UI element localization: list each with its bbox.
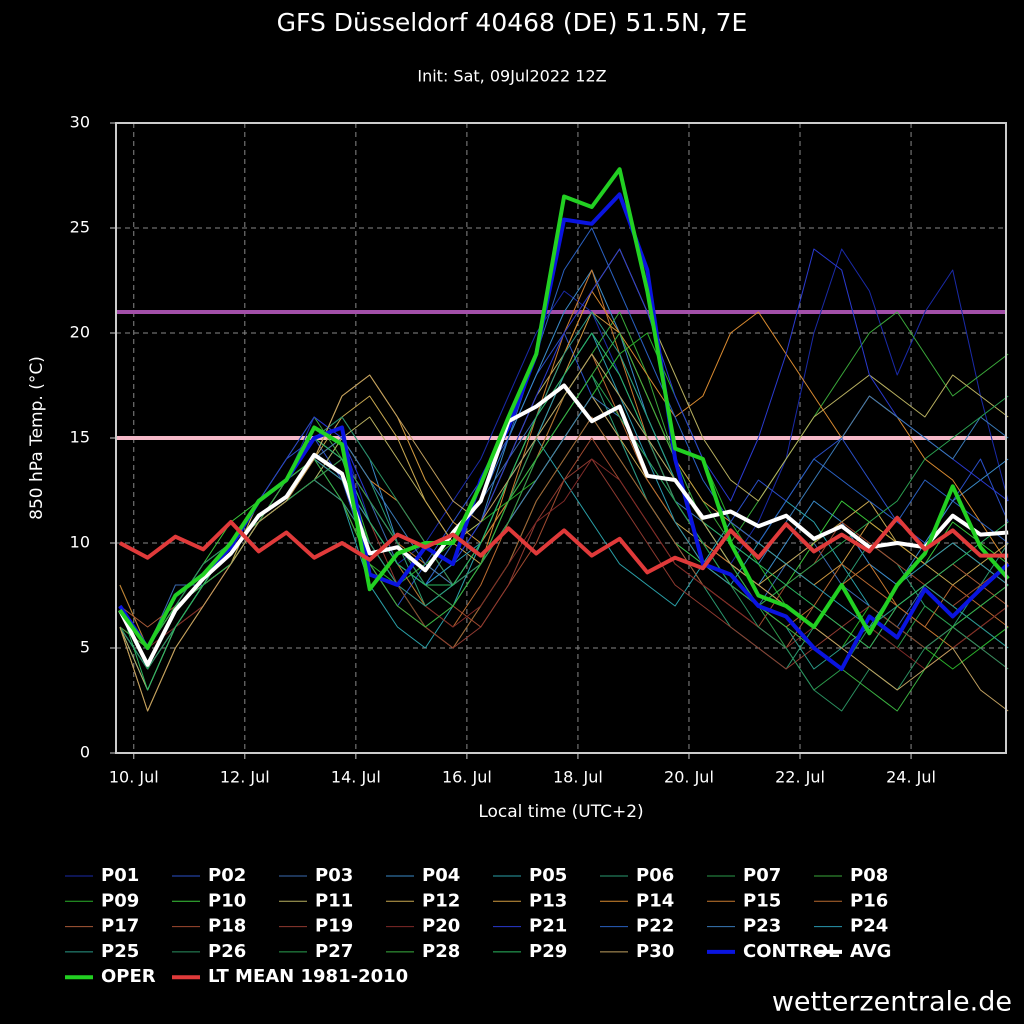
legend-label: P07 — [743, 865, 781, 886]
legend-label: P12 — [422, 890, 460, 911]
legend-label: P10 — [208, 890, 246, 911]
x-tick-label: 14. Jul — [331, 768, 381, 787]
x-tick-label: 18. Jul — [553, 768, 603, 787]
legend-label: P14 — [636, 890, 674, 911]
series-line — [119, 458, 1009, 670]
source: wetterzentrale.de — [772, 987, 1012, 1018]
series-line — [119, 332, 1009, 649]
legend-label: P21 — [529, 916, 567, 937]
series-line — [119, 227, 1009, 670]
series-line — [119, 290, 1009, 649]
chart-title: GFS Düsseldorf 40468 (DE) 51.5N, 7E — [277, 8, 748, 37]
legend-label: P25 — [101, 941, 139, 962]
legend-label: P06 — [636, 865, 674, 886]
y-tick-label: 15 — [70, 428, 90, 447]
legend-label: LT MEAN 1981-2010 — [208, 966, 408, 987]
y-tick-label: 0 — [80, 743, 90, 762]
legend-label: P18 — [208, 916, 246, 937]
legend-label: P09 — [101, 890, 139, 911]
legend-label: P04 — [422, 865, 460, 886]
series-line — [119, 248, 1009, 670]
x-tick-label: 12. Jul — [220, 768, 270, 787]
legend-label: P11 — [315, 890, 353, 911]
x-tick-label: 20. Jul — [664, 768, 714, 787]
legend-label: P08 — [850, 865, 888, 886]
series-line — [118, 167, 1010, 650]
series-line — [119, 353, 1009, 712]
series-line — [119, 311, 1009, 670]
chart-subtitle: Init: Sat, 09Jul2022 12Z — [417, 67, 606, 86]
x-tick-label: 16. Jul — [442, 768, 492, 787]
x-tick-label: 24. Jul — [886, 768, 936, 787]
legend-label: OPER — [101, 966, 156, 987]
legend-label: P19 — [315, 916, 353, 937]
y-tick-label: 10 — [70, 533, 90, 552]
y-tick-label: 25 — [70, 218, 90, 237]
y-tick-label: 30 — [70, 113, 90, 132]
legend-label: P27 — [315, 941, 353, 962]
legend-label: P02 — [208, 865, 246, 886]
series-line — [118, 192, 1010, 671]
x-axis-label: Local time (UTC+2) — [478, 802, 643, 822]
legend-label: P28 — [422, 941, 460, 962]
legend-label: P01 — [101, 865, 139, 886]
y-tick-label: 20 — [70, 323, 90, 342]
y-axis-label: 850 hPa Temp. (°C) — [27, 356, 47, 520]
series-line — [119, 458, 1009, 670]
legend-label: P23 — [743, 916, 781, 937]
legend-label: AVG — [850, 941, 891, 962]
x-tick-label: 10. Jul — [109, 768, 159, 787]
x-tick-label: 22. Jul — [775, 768, 825, 787]
legend-label: P26 — [208, 941, 246, 962]
series-line — [119, 311, 1009, 670]
legend-label: P22 — [636, 916, 674, 937]
legend-label: P17 — [101, 916, 139, 937]
legend-label: P24 — [850, 916, 888, 937]
legend-label: P03 — [315, 865, 353, 886]
series-line — [118, 515, 1009, 575]
legend-label: CONTROL — [743, 941, 840, 962]
legend-label: P20 — [422, 916, 460, 937]
legend-label: P05 — [529, 865, 567, 886]
legend-label: P29 — [529, 941, 567, 962]
legend-label: P15 — [743, 890, 781, 911]
y-tick-label: 5 — [80, 638, 90, 657]
legend-label: P13 — [529, 890, 567, 911]
legend-label: P30 — [636, 941, 674, 962]
legend-label: P16 — [850, 890, 888, 911]
series-line — [118, 383, 1009, 667]
